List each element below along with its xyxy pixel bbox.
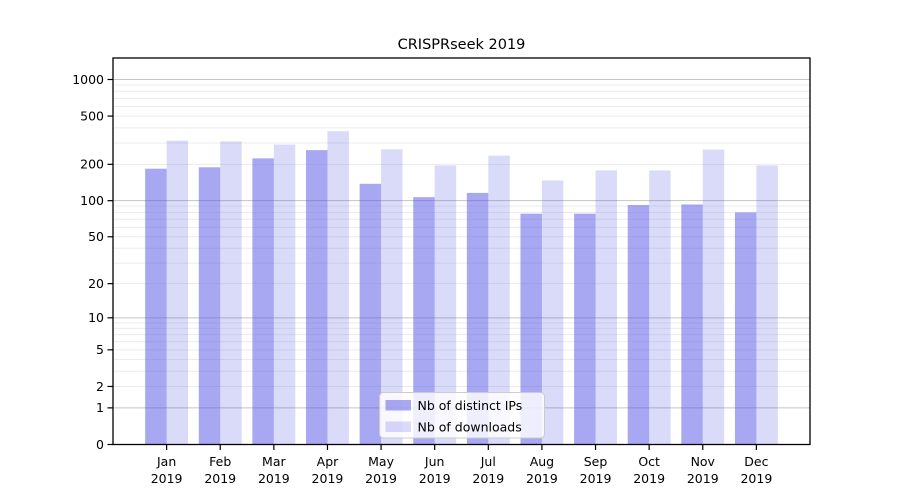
- bar-downloads: [595, 170, 617, 445]
- y-tick-label: 0: [96, 437, 104, 452]
- x-tick-label-month: Jul: [480, 454, 496, 469]
- bar-distinct-ips: [198, 167, 221, 445]
- x-tick-label-month: Dec: [744, 454, 768, 469]
- y-tick-label: 5: [96, 342, 104, 357]
- bar-distinct-ips: [145, 168, 167, 445]
- y-tick-label: 1000: [72, 72, 104, 87]
- x-tick-label-month: Jan: [156, 454, 176, 469]
- x-tick-label-year: 2019: [258, 471, 290, 486]
- y-tick-label: 10: [88, 310, 104, 325]
- x-tick-label-year: 2019: [204, 471, 236, 486]
- bar-distinct-ips: [306, 150, 328, 445]
- bar-distinct-ips: [413, 197, 435, 445]
- x-tick-label-year: 2019: [687, 471, 719, 486]
- bar-distinct-ips: [574, 213, 596, 445]
- bar-downloads: [488, 155, 510, 445]
- bar-downloads: [220, 141, 242, 445]
- bar-downloads: [702, 149, 725, 445]
- x-tick-label-month: Mar: [262, 454, 286, 469]
- bar-downloads: [166, 140, 189, 445]
- x-tick-label-month: Oct: [638, 454, 660, 469]
- y-tick-label: 500: [80, 108, 104, 123]
- x-tick-label-year: 2019: [526, 471, 558, 486]
- legend-label: Nb of downloads: [418, 420, 522, 435]
- bar-downloads: [649, 170, 671, 445]
- x-tick-label-month: Sep: [584, 454, 608, 469]
- legend-swatch: [385, 421, 411, 432]
- x-tick-label-year: 2019: [419, 471, 451, 486]
- bar-downloads: [756, 165, 778, 445]
- x-tick-label-year: 2019: [580, 471, 612, 486]
- bar-downloads: [434, 165, 457, 445]
- x-tick-label-year: 2019: [472, 471, 504, 486]
- y-tick-label: 200: [80, 157, 104, 172]
- x-tick-label-month: Feb: [209, 454, 231, 469]
- bar-downloads: [327, 131, 349, 445]
- y-tick-label: 2: [96, 379, 104, 394]
- x-tick-label-year: 2019: [151, 471, 183, 486]
- legend-swatch: [385, 400, 411, 411]
- x-tick-label-month: Aug: [530, 454, 554, 469]
- legend-label: Nb of distinct IPs: [418, 398, 523, 413]
- x-tick-label-year: 2019: [312, 471, 344, 486]
- y-tick-label: 100: [80, 193, 104, 208]
- bar-distinct-ips: [466, 192, 489, 445]
- x-tick-label-month: Nov: [691, 454, 716, 469]
- bar-distinct-ips: [627, 205, 650, 445]
- bar-downloads: [381, 149, 403, 445]
- y-tick-label: 20: [88, 276, 104, 291]
- x-tick-label-month: Apr: [317, 454, 339, 469]
- legend-box: [379, 392, 545, 439]
- x-tick-label-month: Jun: [424, 454, 445, 469]
- y-tick-label: 1: [96, 400, 104, 415]
- bar-distinct-ips: [359, 183, 382, 445]
- bar-downloads: [541, 180, 564, 445]
- x-tick-label-year: 2019: [740, 471, 772, 486]
- chart-title: CRISPRseek 2019: [397, 37, 526, 53]
- y-tick-label: 50: [88, 229, 104, 244]
- bar-distinct-ips: [252, 158, 274, 445]
- x-tick-label-year: 2019: [365, 471, 397, 486]
- bar-distinct-ips: [520, 213, 542, 445]
- bar-distinct-ips: [681, 204, 703, 445]
- bar-downloads: [273, 144, 296, 445]
- bar-distinct-ips: [734, 212, 757, 445]
- x-tick-label-month: May: [368, 454, 394, 469]
- plot-border: [112, 57, 811, 446]
- x-tick-label-year: 2019: [633, 471, 665, 486]
